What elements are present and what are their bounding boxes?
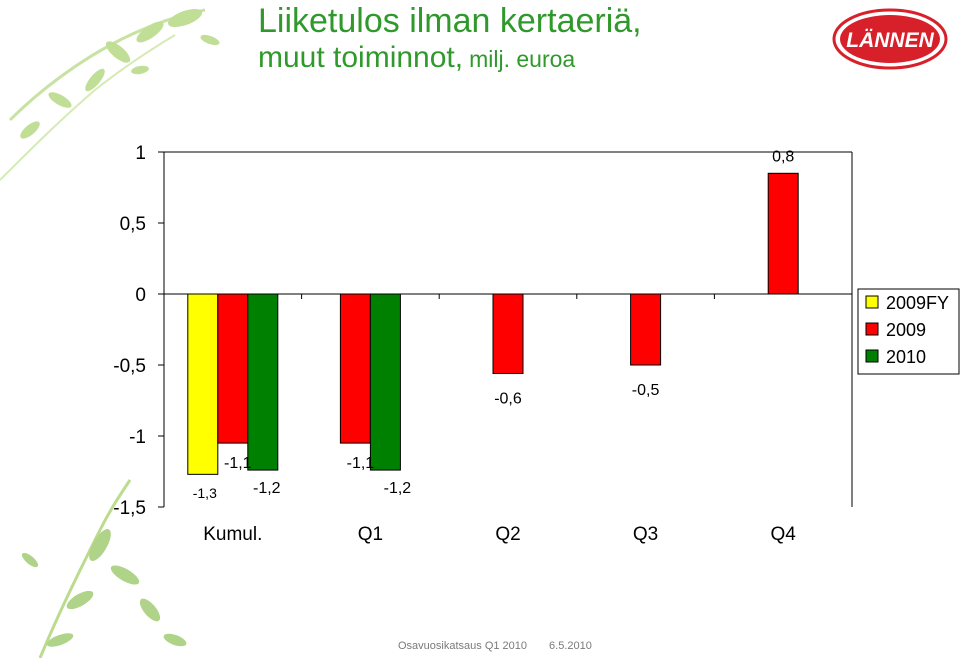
legend-swatch <box>865 322 879 336</box>
page-title: Liiketulos ilman kertaeriä, <box>258 2 642 40</box>
footer-date: 6.5.2010 <box>549 640 592 652</box>
legend-swatch <box>865 349 879 363</box>
unit-label: milj. euroa <box>469 46 576 72</box>
y-tick-label: 1 <box>135 143 146 164</box>
chart-bars <box>187 172 799 475</box>
bar-2009-q1 <box>339 293 371 444</box>
lannen-logo: LÄNNEN <box>832 8 948 70</box>
legend-label: 2009 <box>886 320 926 340</box>
data-label: -1,2 <box>253 480 281 497</box>
page-subtitle: muut toiminnot, milj. euroa <box>258 42 575 75</box>
x-category-label: Q2 <box>495 524 520 545</box>
footer: Osavuosikatsaus Q1 2010 6.5.2010 <box>398 640 592 652</box>
data-label: 0,8 <box>772 148 794 165</box>
y-tick-label: -1 <box>129 427 146 448</box>
y-tick-label: -1,5 <box>113 498 146 519</box>
data-label: -1,2 <box>384 480 412 497</box>
bar-2009-kumul <box>217 293 249 444</box>
x-category-label: Q1 <box>358 524 383 545</box>
data-label: -1,1 <box>347 455 375 472</box>
bar-2009-q4 <box>767 172 799 295</box>
x-category-label: Kumul. <box>203 524 262 545</box>
data-label: -0,5 <box>632 382 660 399</box>
bar-2010-q1 <box>369 293 401 471</box>
subtitle-text: muut toiminnot, <box>258 41 464 74</box>
y-tick-label: 0 <box>135 285 146 306</box>
bar-2009fy-kumul <box>187 293 219 475</box>
y-tick-label: 0,5 <box>120 214 146 235</box>
data-label: -1,3 <box>193 485 217 501</box>
data-label: -0,6 <box>494 391 522 408</box>
bar-2009-q2 <box>492 293 524 375</box>
x-category-label: Q4 <box>771 524 797 545</box>
svg-text:LÄNNEN: LÄNNEN <box>846 29 934 52</box>
y-tick-label: -0,5 <box>113 356 146 377</box>
chart-data-labels: -1,3-1,1-1,2-1,1-1,2-0,6-0,50,8 <box>193 148 795 501</box>
data-label: -1,1 <box>224 455 252 472</box>
chart-legend: 2009FY 2009 2010 <box>857 288 960 375</box>
bar-2009-q3 <box>630 293 662 366</box>
footer-report-name: Osavuosikatsaus Q1 2010 <box>398 640 528 652</box>
x-category-label: Q3 <box>633 524 658 545</box>
bar-2010-kumul <box>247 293 279 471</box>
chart-axes: 1 0,5 0 -0,5 -1 -1,5 Kumul. Q1 Q2 Q3 Q4 <box>113 143 853 545</box>
legend-label: 2009FY <box>886 293 949 313</box>
legend-label: 2010 <box>886 347 926 367</box>
legend-swatch <box>865 295 879 309</box>
